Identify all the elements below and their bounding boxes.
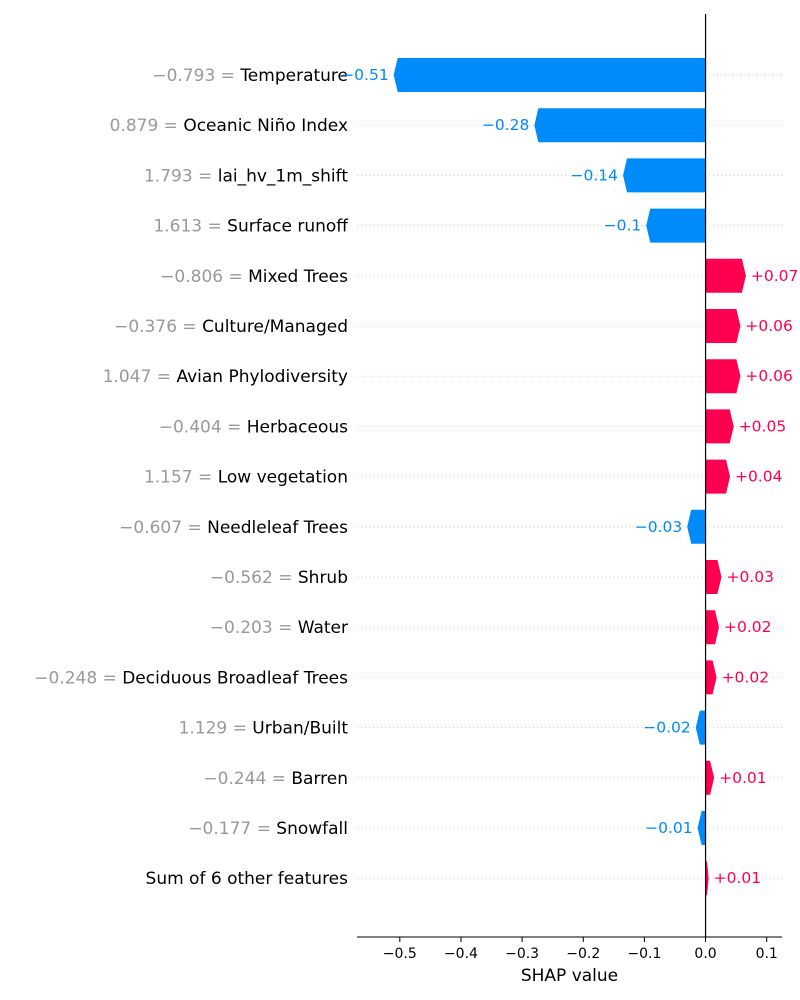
bar-value-label: −0.51 bbox=[341, 66, 389, 84]
feature-label: −0.806 = Mixed Trees bbox=[160, 267, 348, 287]
bar-value-label: +0.02 bbox=[724, 618, 772, 636]
feature-value: −0.177 = bbox=[188, 819, 276, 839]
feature-value: 1.793 = bbox=[144, 166, 218, 186]
x-tick-label: −0.3 bbox=[505, 946, 539, 962]
feature-value: −0.203 = bbox=[210, 618, 298, 638]
positive-shap-bar bbox=[705, 459, 731, 494]
feature-name: Snowfall bbox=[276, 819, 348, 839]
feature-name: Oceanic Niño Index bbox=[183, 116, 348, 136]
bar-value-label: +0.01 bbox=[719, 769, 767, 787]
feature-value: 0.879 = bbox=[110, 116, 184, 136]
x-tick-label: −0.1 bbox=[627, 946, 661, 962]
feature-value: 1.129 = bbox=[179, 719, 253, 739]
x-axis: −0.5 −0.4 −0.3 −0.2 −0.1 0.0 0.1 bbox=[357, 936, 782, 962]
feature-value: −0.607 = bbox=[119, 518, 207, 538]
positive-shap-bar bbox=[705, 861, 709, 896]
feature-name: Avian Phylodiversity bbox=[176, 367, 348, 387]
bar-value-label: +0.04 bbox=[735, 468, 783, 486]
feature-name: Herbaceous bbox=[247, 417, 348, 437]
bar-value-label: +0.02 bbox=[722, 668, 770, 686]
feature-label: −0.562 = Shrub bbox=[210, 568, 348, 588]
positive-shap-bar bbox=[705, 560, 722, 594]
feature-value: 1.613 = bbox=[153, 217, 227, 237]
feature-label: 0.879 = Oceanic Niño Index bbox=[110, 116, 348, 136]
positive-shap-bar bbox=[705, 610, 720, 645]
positive-shap-bar bbox=[705, 309, 741, 343]
feature-label: 1.047 = Avian Phylodiversity bbox=[103, 367, 348, 387]
feature-label: −0.177 = Snowfall bbox=[188, 819, 348, 839]
bar-value-label: −0.14 bbox=[571, 166, 619, 184]
x-axis-title: SHAP value bbox=[521, 966, 618, 986]
feature-name: Water bbox=[298, 618, 348, 638]
feature-value: −0.806 = bbox=[160, 267, 248, 287]
feature-value: 1.047 = bbox=[103, 367, 177, 387]
negative-shap-bar bbox=[393, 58, 706, 92]
bar-value-label: +0.06 bbox=[745, 367, 793, 385]
negative-shap-bar bbox=[646, 208, 706, 243]
bar-value-label: −0.1 bbox=[604, 217, 642, 235]
feature-labels: −0.793 = Temperature 0.879 = Oceanic Niño… bbox=[34, 66, 349, 889]
feature-label: −0.248 = Deciduous Broadleaf Trees bbox=[34, 668, 348, 688]
feature-label: −0.793 = Temperature bbox=[152, 66, 348, 86]
bar-value-label: +0.07 bbox=[751, 267, 799, 285]
bar-value-label: −0.28 bbox=[482, 116, 530, 134]
feature-name: Temperature bbox=[239, 66, 348, 86]
feature-name: Mixed Trees bbox=[248, 267, 348, 287]
negative-shap-bar bbox=[695, 710, 706, 745]
feature-name: Culture/Managed bbox=[202, 317, 348, 337]
bar-value-label: −0.01 bbox=[645, 819, 693, 837]
bar-value-label: +0.06 bbox=[745, 317, 793, 335]
bar-value-label: +0.03 bbox=[726, 568, 774, 586]
positive-shap-bar bbox=[705, 409, 734, 444]
positive-shap-bar bbox=[705, 258, 746, 293]
feature-label: −0.404 = Herbaceous bbox=[159, 417, 348, 437]
feature-value: −0.404 = bbox=[159, 417, 247, 437]
feature-label: Sum of 6 other features bbox=[146, 869, 349, 889]
bar-value-label: −0.02 bbox=[643, 719, 691, 737]
negative-shap-bar bbox=[623, 158, 706, 193]
feature-name: Urban/Built bbox=[252, 719, 348, 739]
feature-value: −0.248 = bbox=[34, 668, 122, 688]
positive-shap-bar bbox=[705, 359, 741, 394]
negative-shap-bar bbox=[697, 811, 706, 845]
feature-name: Sum of 6 other features bbox=[146, 869, 349, 889]
positive-shap-bar bbox=[705, 760, 715, 795]
feature-label: 1.157 = Low vegetation bbox=[144, 468, 348, 488]
x-tick-label: −0.4 bbox=[444, 946, 478, 962]
bar-value-label: −0.03 bbox=[635, 518, 683, 536]
feature-name: Deciduous Broadleaf Trees bbox=[122, 668, 348, 688]
feature-label: 1.613 = Surface runoff bbox=[153, 217, 349, 237]
feature-label: −0.376 = Culture/Managed bbox=[114, 317, 348, 337]
feature-label: −0.607 = Needleleaf Trees bbox=[119, 518, 348, 538]
row-grid-lines bbox=[357, 74, 782, 879]
feature-name: Low vegetation bbox=[218, 468, 348, 488]
x-tick-label: 0.1 bbox=[756, 946, 778, 962]
bar-value-label: +0.01 bbox=[714, 869, 762, 887]
feature-label: 1.793 = lai_hv_1m_shift bbox=[144, 166, 348, 186]
feature-name: Needleleaf Trees bbox=[207, 518, 348, 538]
bar-value-label: +0.05 bbox=[739, 417, 787, 435]
feature-name: Shrub bbox=[298, 568, 348, 588]
feature-label: −0.203 = Water bbox=[210, 618, 348, 638]
feature-value: 1.157 = bbox=[144, 468, 218, 488]
feature-value: −0.562 = bbox=[210, 568, 298, 588]
x-tick-label: −0.5 bbox=[383, 946, 417, 962]
x-tick-label: −0.2 bbox=[566, 946, 600, 962]
x-tick-label: 0.0 bbox=[694, 946, 716, 962]
negative-shap-bar bbox=[687, 509, 706, 544]
feature-name: Barren bbox=[291, 769, 348, 789]
feature-name: Surface runoff bbox=[227, 217, 349, 237]
feature-value: −0.793 = bbox=[152, 66, 240, 86]
feature-label: 1.129 = Urban/Built bbox=[179, 719, 349, 739]
feature-label: −0.244 = Barren bbox=[203, 769, 348, 789]
positive-shap-bar bbox=[705, 660, 717, 695]
negative-shap-bar bbox=[534, 108, 706, 143]
feature-value: −0.376 = bbox=[114, 317, 202, 337]
shap-bars: −0.51 −0.28 −0.14 −0.1 +0.07 +0.06 +0.06 +0.05 +… bbox=[341, 58, 799, 896]
feature-name: lai_hv_1m_shift bbox=[218, 166, 349, 186]
feature-value: −0.244 = bbox=[203, 769, 291, 789]
